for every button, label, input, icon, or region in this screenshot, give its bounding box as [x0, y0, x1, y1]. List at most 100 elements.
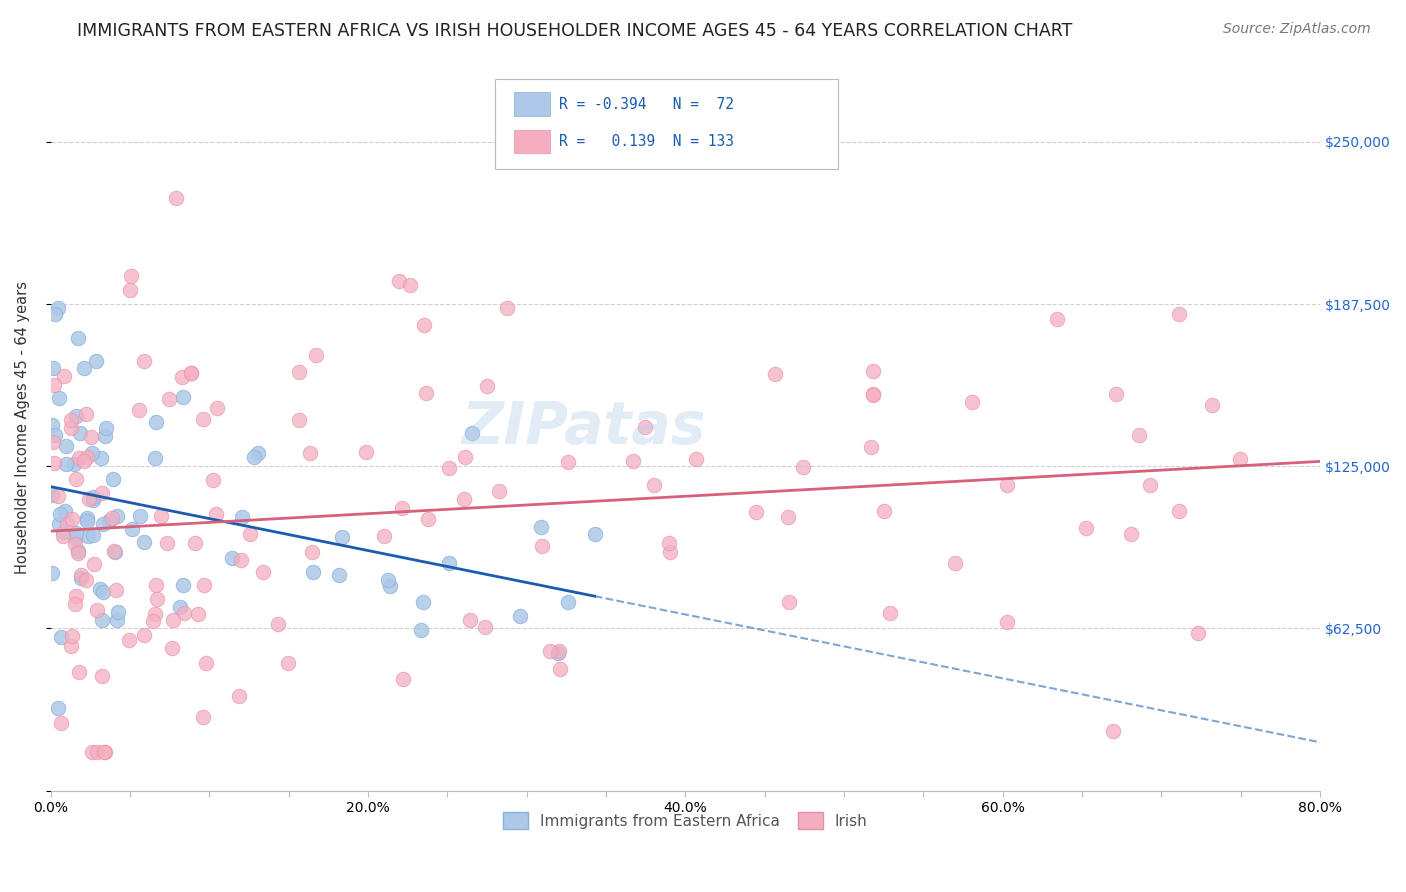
Point [53, 503, 76, 517]
Point [52, 524, 75, 539]
Point [778, 595, 800, 609]
Point [267, 617, 290, 632]
Point [91, 516, 114, 531]
Point [46, 301, 69, 315]
Point [70, 568, 93, 582]
Point [104, 583, 127, 598]
Point [132, 354, 155, 368]
Point [101, 472, 124, 486]
Point [634, 420, 657, 434]
Text: R = -0.394   N =  72: R = -0.394 N = 72 [558, 96, 734, 112]
Point [330, 530, 353, 544]
Point [63, 537, 86, 551]
Point [243, 450, 266, 465]
Point [1074, 520, 1097, 534]
Point [67, 546, 90, 560]
Text: ZIPatas: ZIPatas [461, 399, 706, 456]
Point [145, 415, 167, 429]
Point [221, 550, 243, 565]
Point [107, 605, 129, 619]
Point [157, 392, 180, 406]
Point [328, 568, 350, 582]
Point [879, 606, 901, 620]
Point [94, 421, 117, 435]
Point [118, 632, 141, 647]
Point [412, 595, 434, 609]
Point [97, 514, 120, 528]
Point [67, 331, 90, 345]
Point [82, 491, 104, 505]
Point [862, 388, 884, 402]
Point [304, 349, 326, 363]
Point [66, 544, 89, 558]
Point [90, 669, 112, 683]
Point [1102, 723, 1125, 738]
Point [44, 427, 66, 442]
Point [191, 710, 214, 724]
Point [659, 544, 682, 558]
Point [69, 425, 91, 440]
Point [143, 450, 166, 465]
Point [55, 439, 77, 453]
Point [80, 445, 103, 459]
Point [643, 478, 665, 492]
Point [77, 529, 100, 543]
Point [100, 511, 122, 525]
Point [129, 508, 152, 523]
Point [170, 370, 193, 384]
Point [41, 566, 63, 580]
Point [67, 451, 90, 466]
Point [86, 745, 108, 759]
Point [80, 430, 103, 444]
Point [162, 640, 184, 655]
Point [530, 539, 553, 553]
Point [94, 429, 117, 443]
Point [475, 379, 498, 393]
Point [862, 386, 884, 401]
Point [75, 407, 97, 421]
Point [873, 504, 896, 518]
Point [52, 529, 75, 543]
Point [193, 578, 215, 592]
Point [162, 613, 184, 627]
Point [41, 418, 63, 433]
Point [302, 565, 325, 579]
Point [90, 450, 112, 465]
Point [86, 602, 108, 616]
Point [461, 426, 484, 441]
Point [67, 665, 90, 679]
Point [93, 745, 115, 759]
Text: R =   0.139  N = 133: R = 0.139 N = 133 [558, 135, 734, 149]
Legend: Immigrants from Eastern Africa, Irish: Immigrants from Eastern Africa, Irish [498, 806, 873, 835]
Point [48, 391, 70, 405]
Point [191, 412, 214, 426]
Point [172, 391, 194, 405]
Point [277, 656, 299, 670]
Bar [515, 93, 550, 116]
Point [105, 508, 128, 523]
Point [391, 500, 413, 515]
Point [180, 366, 202, 380]
Point [52, 368, 75, 383]
Point [301, 545, 323, 559]
Point [134, 628, 156, 642]
Point [288, 413, 311, 427]
Point [73, 360, 96, 375]
Point [169, 599, 191, 614]
Point [62, 457, 84, 471]
Point [859, 440, 882, 454]
Text: Source: ZipAtlas.com: Source: ZipAtlas.com [1223, 22, 1371, 37]
Point [44, 456, 66, 470]
FancyBboxPatch shape [495, 78, 838, 169]
Point [231, 510, 253, 524]
Point [75, 573, 97, 587]
Point [997, 478, 1019, 492]
Point [547, 647, 569, 661]
Point [55, 517, 77, 532]
Point [180, 367, 202, 381]
Point [46, 489, 69, 503]
Point [288, 364, 311, 378]
Point [299, 446, 322, 460]
Point [207, 401, 229, 415]
Point [658, 536, 681, 550]
